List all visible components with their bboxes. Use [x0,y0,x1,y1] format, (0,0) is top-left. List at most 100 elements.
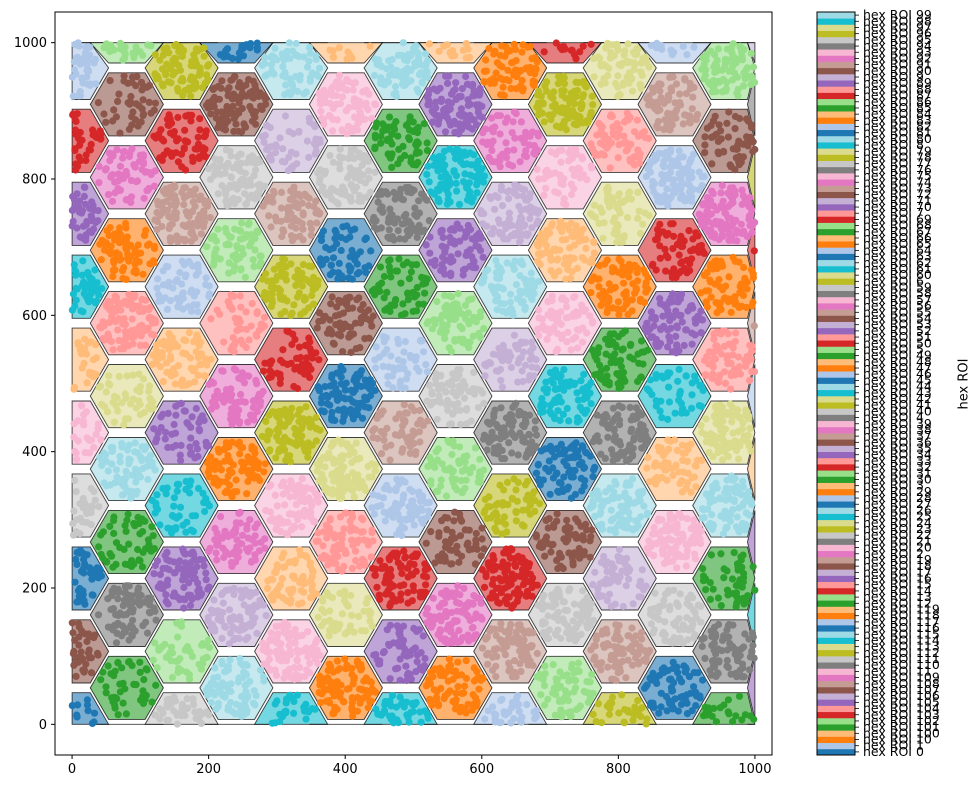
data-point [295,128,303,136]
data-point [253,309,261,318]
data-point [427,188,435,196]
data-point [279,53,287,61]
data-point [181,86,189,95]
data-point [110,106,118,114]
data-point [395,480,403,488]
data-point [127,92,135,101]
data-point [464,539,472,547]
data-point [443,401,451,409]
data-point [84,296,92,304]
data-point [272,525,280,533]
data-point [230,548,238,556]
data-point [417,649,425,657]
data-point [365,167,373,175]
data-point [247,238,255,247]
data-point [135,308,144,316]
data-point [293,691,301,699]
data-point [380,272,388,281]
data-point [253,380,261,388]
data-point [338,494,346,502]
data-point [332,198,340,206]
data-point [232,163,240,171]
data-point [210,674,218,682]
data-point [123,599,132,607]
data-point [441,335,449,343]
data-point [306,77,314,85]
data-point [368,528,376,537]
data-point [229,110,237,118]
data-point [364,594,372,603]
data-point [71,636,79,644]
data-point [218,660,226,668]
data-point [350,675,358,684]
data-point [118,664,126,672]
data-point [442,593,450,601]
data-point [167,657,175,665]
data-point [348,707,357,715]
data-point [153,360,161,368]
data-point [163,305,172,313]
data-point [108,552,116,560]
data-point [404,564,412,572]
data-point [342,379,350,387]
data-point [454,658,462,666]
data-point [420,572,428,580]
data-point [388,140,396,148]
data-point [143,629,152,637]
data-point [75,641,83,649]
data-point [480,324,488,333]
data-point [211,664,219,672]
data-point [151,639,159,647]
data-point [222,228,230,237]
data-point [394,192,403,201]
data-point [122,244,130,252]
data-point [153,434,161,443]
data-point [230,127,238,135]
data-point [382,590,390,598]
data-point [444,196,452,204]
data-point [311,150,319,158]
data-point [211,249,219,257]
data-point [344,473,352,481]
data-point [433,415,441,423]
data-point [350,493,358,501]
data-point [109,256,118,264]
data-point [217,513,225,521]
data-point [293,293,302,301]
data-point [77,307,85,315]
data-point [416,708,424,716]
data-point [372,565,380,573]
data-point [473,189,481,197]
data-point [347,145,355,154]
data-point [250,262,258,271]
data-point [80,564,88,572]
data-point [214,225,222,233]
data-point [476,246,485,255]
data-point [272,622,280,631]
data-point [199,149,207,157]
data-point [133,386,141,394]
data-point [283,327,291,335]
data-point [97,382,105,390]
data-point [136,658,144,666]
data-point [150,106,158,114]
data-point [367,553,376,561]
data-point [135,102,143,110]
data-point [71,578,79,586]
data-point [447,306,455,314]
data-point [289,162,297,170]
data-point [342,235,350,243]
data-point [172,524,180,532]
data-point [205,61,213,69]
data-point [124,658,133,666]
data-point [322,98,330,107]
data-point [227,680,235,688]
data-point [73,190,81,198]
data-point [397,279,405,287]
data-point [346,267,354,275]
data-point [83,73,91,81]
data-point [383,288,391,296]
data-point [399,358,407,366]
data-point [151,70,159,78]
data-point [190,57,198,65]
